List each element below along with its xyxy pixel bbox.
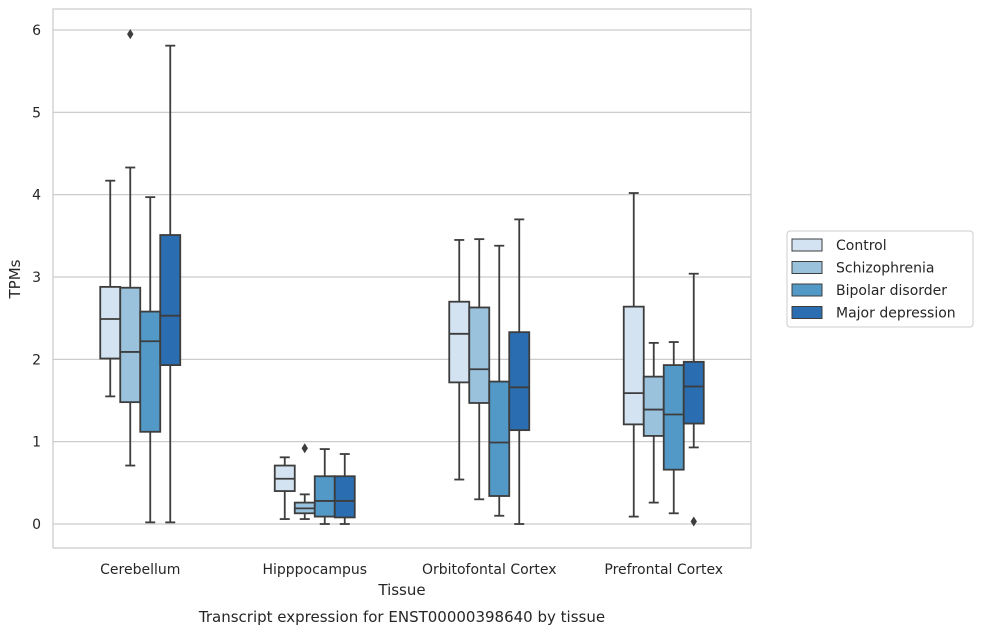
box [273, 456, 296, 520]
legend-swatch [791, 306, 823, 319]
y-tick-label: 1 [32, 435, 41, 451]
box-iqr [333, 475, 356, 519]
box-iqr [662, 364, 685, 471]
box-iqr [159, 234, 182, 367]
legend-label: Bipolar disorder [836, 283, 947, 299]
box [159, 44, 182, 524]
box-iqr [313, 475, 336, 518]
y-tick-labels: 0 1 2 3 4 5 6 [32, 23, 41, 533]
y-tick-label: 6 [32, 23, 41, 39]
box-iqr [99, 285, 122, 360]
legend-label: Control [836, 238, 887, 254]
y-tick-label: 2 [32, 352, 41, 368]
box-iqr [682, 360, 705, 425]
box [642, 341, 665, 504]
x-tick-labels: Cerebellum Hipppocampus Orbitofontal Corte… [100, 562, 723, 578]
box-iqr [139, 310, 162, 433]
box [662, 341, 685, 515]
box [448, 239, 471, 481]
box [508, 218, 531, 525]
y-tick-label: 3 [32, 270, 41, 286]
legend-swatch [791, 261, 823, 274]
box [682, 272, 705, 527]
x-tick-label: Cerebellum [100, 562, 180, 578]
box [622, 192, 645, 518]
outlier-point [127, 29, 134, 40]
x-tick-label: Hipppocampus [262, 562, 367, 578]
box [119, 29, 142, 467]
box-iqr [448, 300, 471, 384]
chart-caption: Transcript expression for ENST0000039864… [198, 608, 605, 626]
legend-label: Schizophrenia [836, 261, 934, 277]
outlier-point [301, 443, 308, 454]
plot-background [53, 9, 751, 548]
legend-swatch [791, 283, 823, 297]
x-axis-title: Tissue [377, 581, 425, 599]
plot-frame [52, 8, 752, 549]
legend-frame [786, 230, 974, 328]
box [468, 238, 491, 501]
box [333, 453, 356, 525]
x-tick-label: Prefrontal Cortex [604, 562, 723, 578]
y-tick-label: 4 [32, 188, 41, 204]
box-iqr [468, 306, 491, 404]
box-iqr [508, 331, 531, 432]
y-axis-title: TPMs [6, 259, 24, 299]
legend-label: Major depression [836, 306, 956, 322]
box-iqr [488, 380, 511, 497]
y-tick-label: 5 [32, 105, 41, 121]
box-iqr [622, 305, 645, 426]
x-tick-label: Orbitofontal Cortex [422, 562, 557, 578]
box-iqr [119, 286, 142, 404]
legend-swatch [791, 238, 823, 252]
outlier-point [690, 516, 697, 527]
box-groups [99, 29, 705, 527]
box [488, 244, 511, 517]
y-tick-label: 0 [32, 517, 41, 533]
legend: Control Schizophrenia Bipolar disorder Majo… [786, 230, 974, 328]
box [139, 196, 162, 524]
box-iqr [642, 375, 665, 437]
